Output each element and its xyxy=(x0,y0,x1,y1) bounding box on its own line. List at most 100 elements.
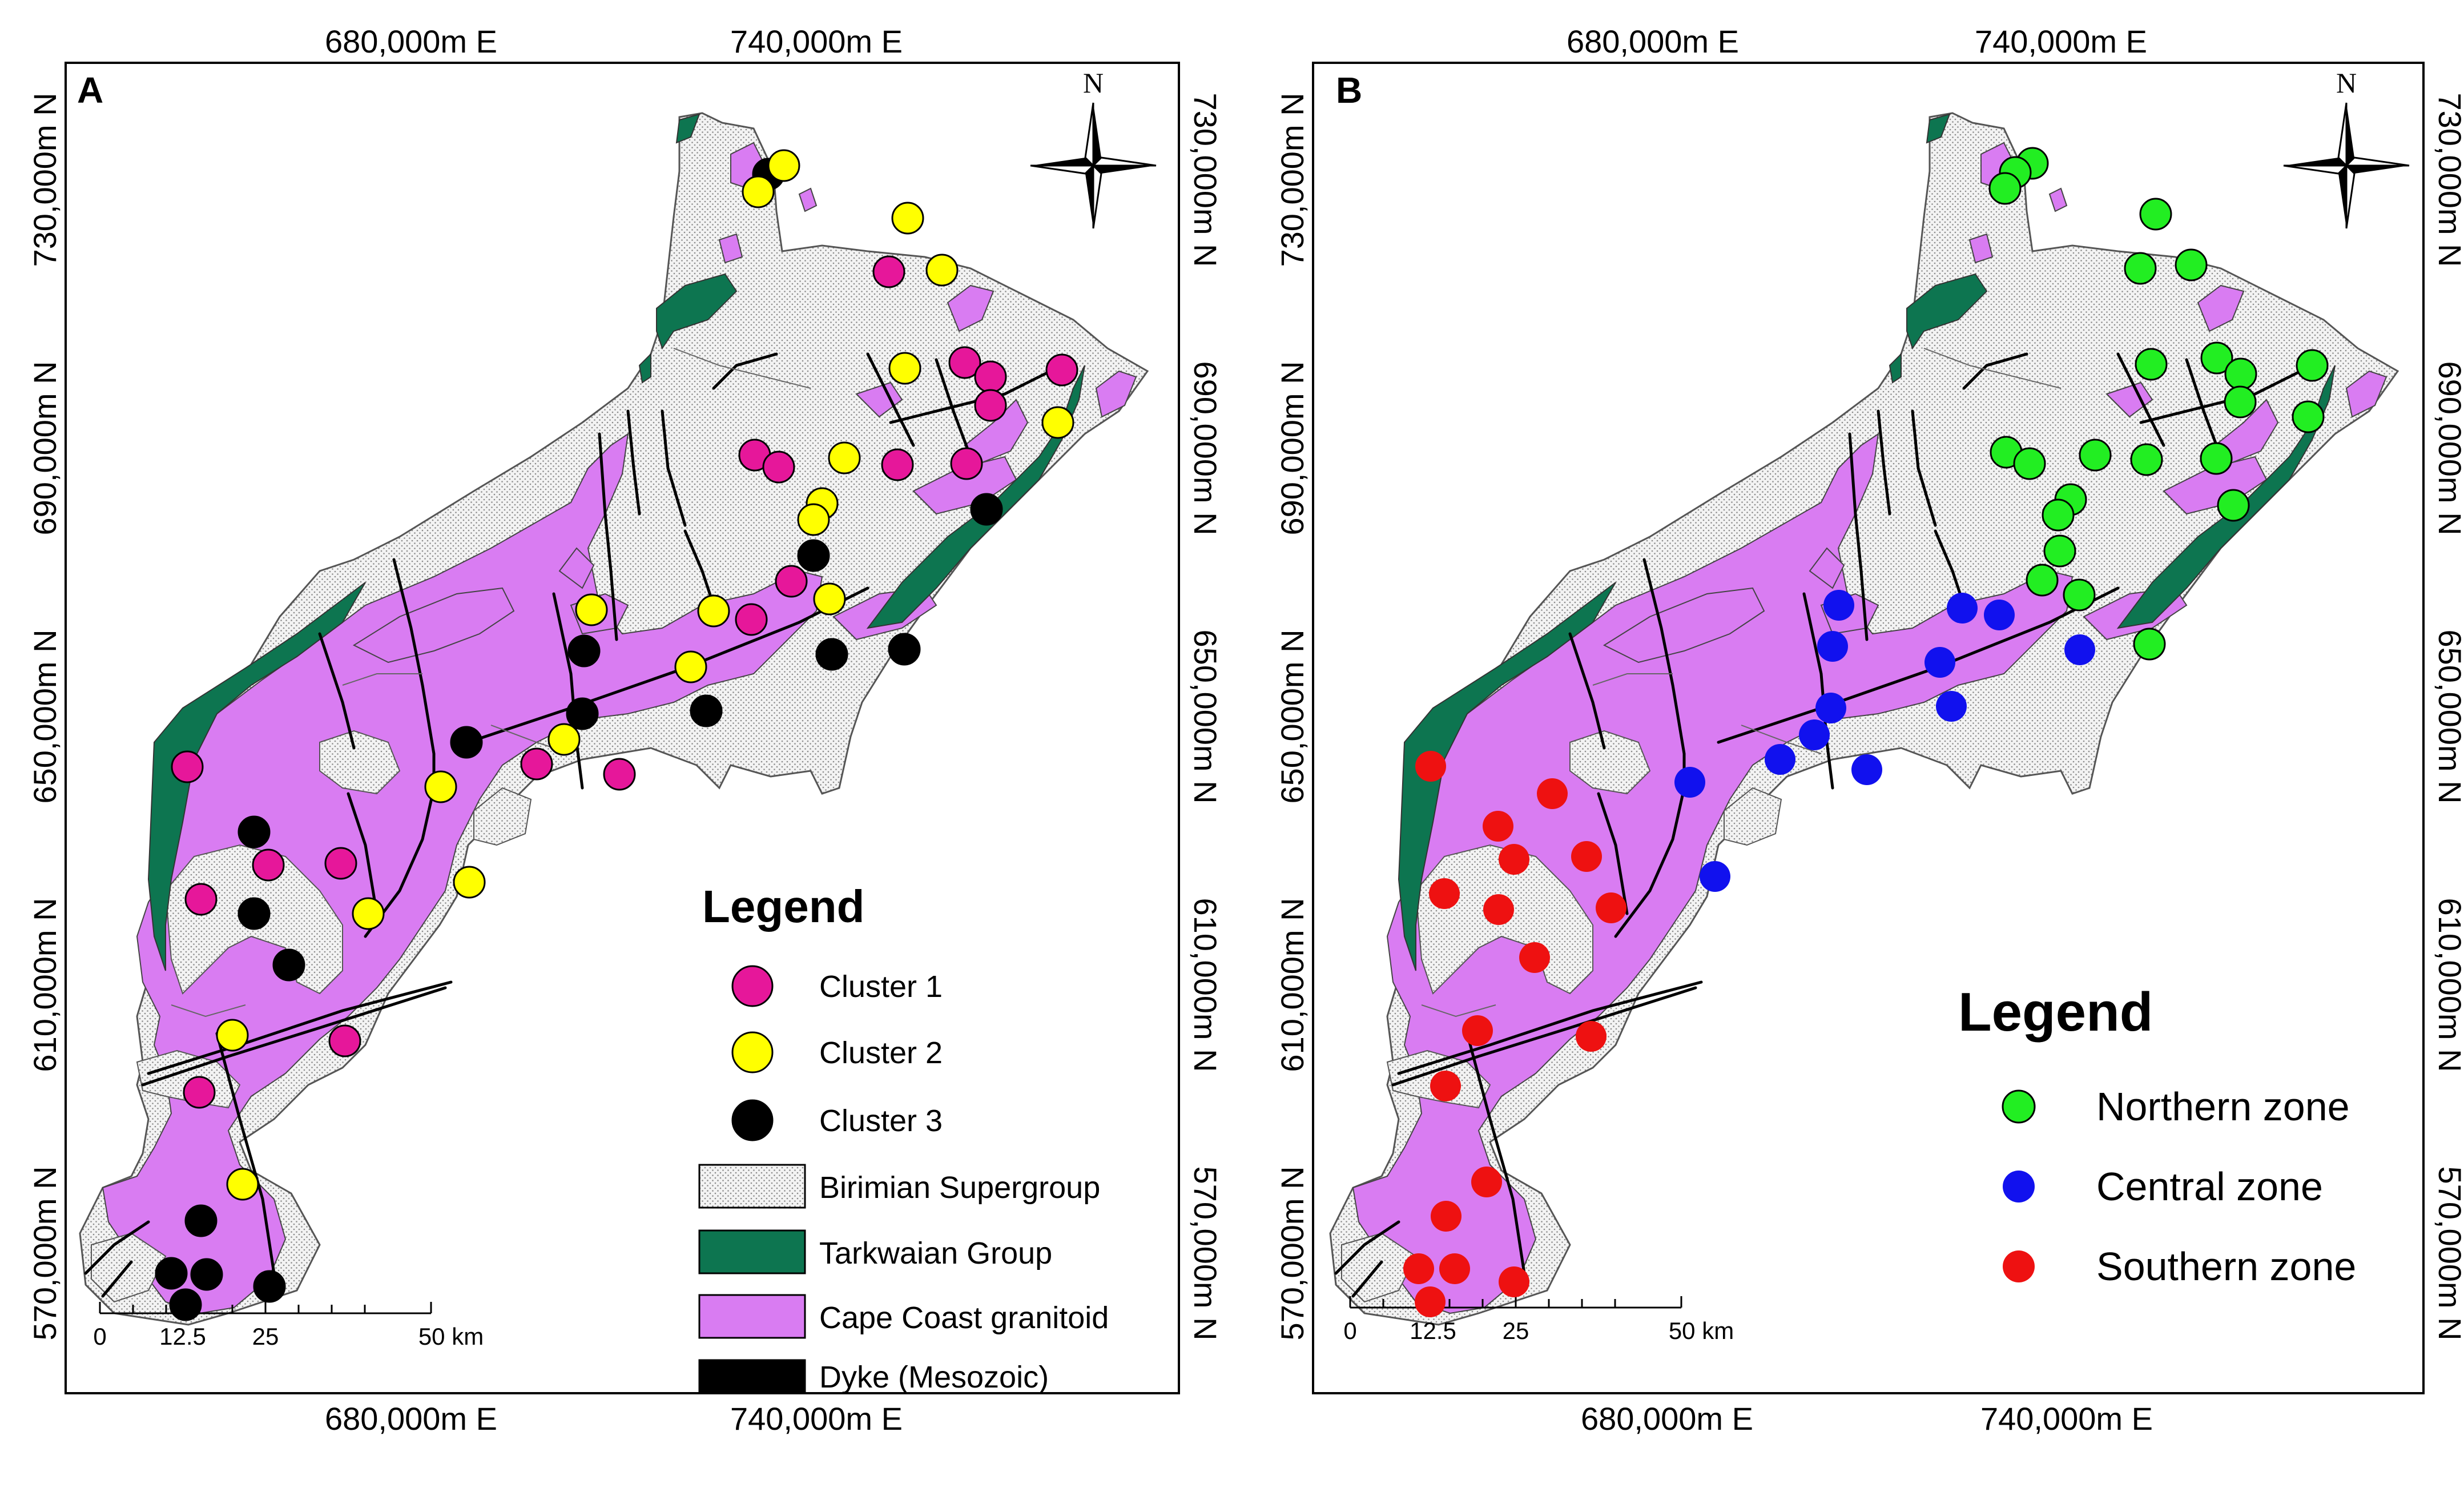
cluster-1-point xyxy=(328,1024,361,1057)
northern-zone-point xyxy=(2133,628,2166,661)
cluster-1-point xyxy=(775,565,808,598)
legend-cluster-3-label: Cluster 3 xyxy=(819,1104,943,1138)
cluster-2-point xyxy=(575,593,608,626)
legend-northern-zone-label: Northern zone xyxy=(2096,1084,2350,1129)
legend-central-zone-symbol xyxy=(2003,1171,2035,1203)
cluster-3-point xyxy=(970,493,1003,526)
northern-zone-point xyxy=(2013,447,2046,480)
cluster-2-point xyxy=(674,650,707,683)
panel-a-right-tick-3: 650,000m N xyxy=(1187,629,1223,803)
cluster-3-point xyxy=(237,815,271,848)
central-zone-point xyxy=(1984,600,2015,630)
legend-southern-zone-label: Southern zone xyxy=(2096,1244,2356,1289)
cluster-1-point xyxy=(974,360,1007,393)
panel-a-scale-label-50: 50 km xyxy=(418,1323,484,1350)
panel-b-north-arrow-icon: N xyxy=(2282,67,2410,230)
panel-b-legend: Legend Northern zone Central zone Southe… xyxy=(1958,982,2356,1289)
central-zone-point xyxy=(1799,719,1830,750)
panel-a-left-tick-1: 730,000m N xyxy=(27,93,63,267)
panel-b-left-tick-2: 690,000m N xyxy=(1274,361,1310,535)
northern-zone-point xyxy=(2296,349,2329,382)
panel-b-scale-label-12-5: 12.5 xyxy=(1410,1317,1456,1344)
cluster-2-point xyxy=(828,441,861,474)
cluster-1-point xyxy=(324,847,357,880)
central-zone-point xyxy=(1674,767,1705,798)
cluster-1-point xyxy=(184,883,218,916)
southern-zone-point xyxy=(1576,1021,1607,1052)
southern-zone-point xyxy=(1571,841,1602,872)
panel-b-bottom-tick-2: 740,000m E xyxy=(1980,1401,2153,1437)
cluster-3-point xyxy=(253,1270,286,1303)
northern-zone-point xyxy=(2026,564,2059,597)
panel-b-scale-label-50: 50 km xyxy=(1669,1317,1734,1344)
southern-zone-point xyxy=(1596,892,1626,923)
cluster-1-point xyxy=(520,747,553,781)
cluster-3-point xyxy=(690,694,723,727)
cluster-1-point xyxy=(183,1076,216,1109)
panel-a: A 680,000m E 740,000m E 680,000m E 740,0… xyxy=(27,23,1223,1437)
cluster-3-point xyxy=(272,948,305,982)
central-zone-point xyxy=(1765,744,1795,775)
northern-zone-point xyxy=(2135,348,2168,381)
cluster-2-point xyxy=(216,1019,249,1052)
northern-zone-point xyxy=(2224,357,2257,391)
panel-a-bottom-tick-2: 740,000m E xyxy=(730,1401,903,1437)
legend-central-zone-label: Central zone xyxy=(2096,1164,2323,1209)
cluster-3-point xyxy=(566,697,599,730)
panel-b-left-tick-1: 730,000m N xyxy=(1274,93,1310,267)
panel-a-scale-label-0: 0 xyxy=(93,1323,106,1350)
cluster-1-point xyxy=(1045,353,1078,387)
panel-a-north-label: N xyxy=(1083,67,1104,99)
central-zone-point xyxy=(1947,593,1978,624)
northern-zone-point xyxy=(2217,489,2250,522)
northern-zone-point xyxy=(2175,248,2208,281)
panel-a-top-tick-2: 740,000m E xyxy=(730,23,903,59)
central-zone-point xyxy=(1936,691,1967,722)
legend-cluster-3-symbol xyxy=(731,1099,774,1141)
panel-b: B 680,000m E 740,000m E 680,000m E 740,0… xyxy=(1274,23,2464,1437)
central-zone-point xyxy=(1851,754,1882,785)
cluster-3-point xyxy=(888,633,921,666)
cluster-1-point xyxy=(252,848,285,882)
panel-b-left-tick-4: 610,000m N xyxy=(1274,898,1310,1072)
cluster-2-point xyxy=(742,175,775,208)
northern-zone-point xyxy=(2042,498,2075,532)
cluster-1-point xyxy=(872,255,905,288)
legend-granitoid-label: Cape Coast granitoid xyxy=(819,1301,1109,1335)
cluster-3-point xyxy=(797,539,830,572)
southern-zone-point xyxy=(1483,811,1513,842)
cluster-3-point xyxy=(450,726,483,759)
panel-b-scale-label-0: 0 xyxy=(1343,1317,1356,1344)
southern-zone-point xyxy=(1429,878,1460,909)
panel-a-right-tick-5: 570,000m N xyxy=(1187,1166,1223,1340)
panel-a-scale-label-12-5: 12.5 xyxy=(159,1323,206,1350)
legend-birimian-label: Birimian Supergroup xyxy=(819,1171,1100,1205)
panel-b-letter: B xyxy=(1336,70,1362,111)
cluster-1-point xyxy=(735,603,768,636)
cluster-2-point xyxy=(1041,406,1074,439)
panel-a-top-tick-1: 680,000m E xyxy=(325,23,497,59)
southern-zone-point xyxy=(1430,1071,1461,1101)
legend-cluster-2-symbol xyxy=(731,1031,774,1073)
cluster-3-point xyxy=(815,638,848,671)
northern-zone-point xyxy=(1988,172,2022,205)
southern-zone-point xyxy=(1499,844,1529,875)
cluster-1-point xyxy=(603,758,636,791)
panel-b-left-tick-3: 650,000m N xyxy=(1274,629,1310,803)
northern-zone-point xyxy=(2130,443,2163,476)
legend-birimian-swatch xyxy=(698,1164,806,1209)
panel-a-right-tick-1: 730,000m N xyxy=(1187,93,1223,267)
panel-a-legend-title: Legend xyxy=(702,881,864,932)
northern-zone-point xyxy=(2124,252,2157,285)
cluster-2-point xyxy=(767,149,800,182)
panel-b-right-tick-2: 690,000m N xyxy=(2432,361,2464,535)
panel-a-scale-label-25: 25 xyxy=(252,1323,279,1350)
northern-zone-point xyxy=(2200,442,2233,475)
cluster-3-point xyxy=(237,897,271,930)
panel-a-left-tick-2: 690,000m N xyxy=(27,361,63,535)
southern-zone-point xyxy=(1483,894,1514,925)
cluster-2-point xyxy=(697,594,730,628)
panel-b-top-tick-1: 680,000m E xyxy=(1567,23,1739,59)
cluster-1-point xyxy=(974,389,1007,422)
